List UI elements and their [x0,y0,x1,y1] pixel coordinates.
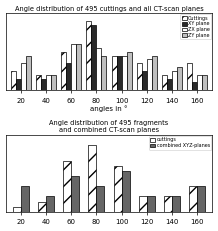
Bar [147,196,155,212]
Legend: cuttings, combined XYZ-planes: cuttings, combined XYZ-planes [149,136,211,150]
Bar [164,196,172,212]
Title: Angle distribution of 495 fragments
and combined CT-scan planes: Angle distribution of 495 fragments and … [49,120,169,133]
Bar [16,79,21,90]
Title: Angle distribution of 495 cuttings and all CT-scan planes: Angle distribution of 495 cuttings and a… [15,6,203,12]
Bar [197,186,205,212]
Bar [112,56,117,90]
Bar [21,63,26,90]
Bar [172,71,177,90]
Bar [91,25,96,90]
Bar [117,56,122,90]
Bar [86,21,91,90]
Bar [167,79,172,90]
Bar [139,196,147,212]
Legend: Cuttings, XY plane, ZX plane, ZY plane: Cuttings, XY plane, ZX plane, ZY plane [180,14,211,40]
Bar [147,59,152,90]
Bar [197,75,202,90]
Bar [172,196,180,212]
Bar [71,44,76,90]
Bar [96,48,101,90]
Bar [46,75,51,90]
Bar [36,75,41,90]
Bar [46,196,54,212]
Bar [192,82,197,90]
Bar [96,186,104,212]
Bar [122,56,127,90]
Bar [114,166,122,212]
Bar [122,171,130,212]
Bar [202,75,207,90]
Bar [71,176,79,212]
Bar [88,145,96,212]
Bar [177,67,182,90]
Bar [38,202,46,212]
Bar [162,75,167,90]
Bar [63,161,71,212]
Bar [76,44,81,90]
Bar [187,63,192,90]
Bar [66,63,71,90]
Bar [26,56,31,90]
X-axis label: angles in °: angles in ° [90,105,128,112]
Bar [61,52,66,90]
Bar [127,52,132,90]
Bar [13,207,21,212]
Bar [137,63,142,90]
Bar [152,56,157,90]
Bar [41,79,46,90]
Bar [21,186,29,212]
Bar [189,186,197,212]
Bar [11,71,16,90]
Bar [101,56,106,90]
Bar [51,75,56,90]
Bar [142,71,147,90]
